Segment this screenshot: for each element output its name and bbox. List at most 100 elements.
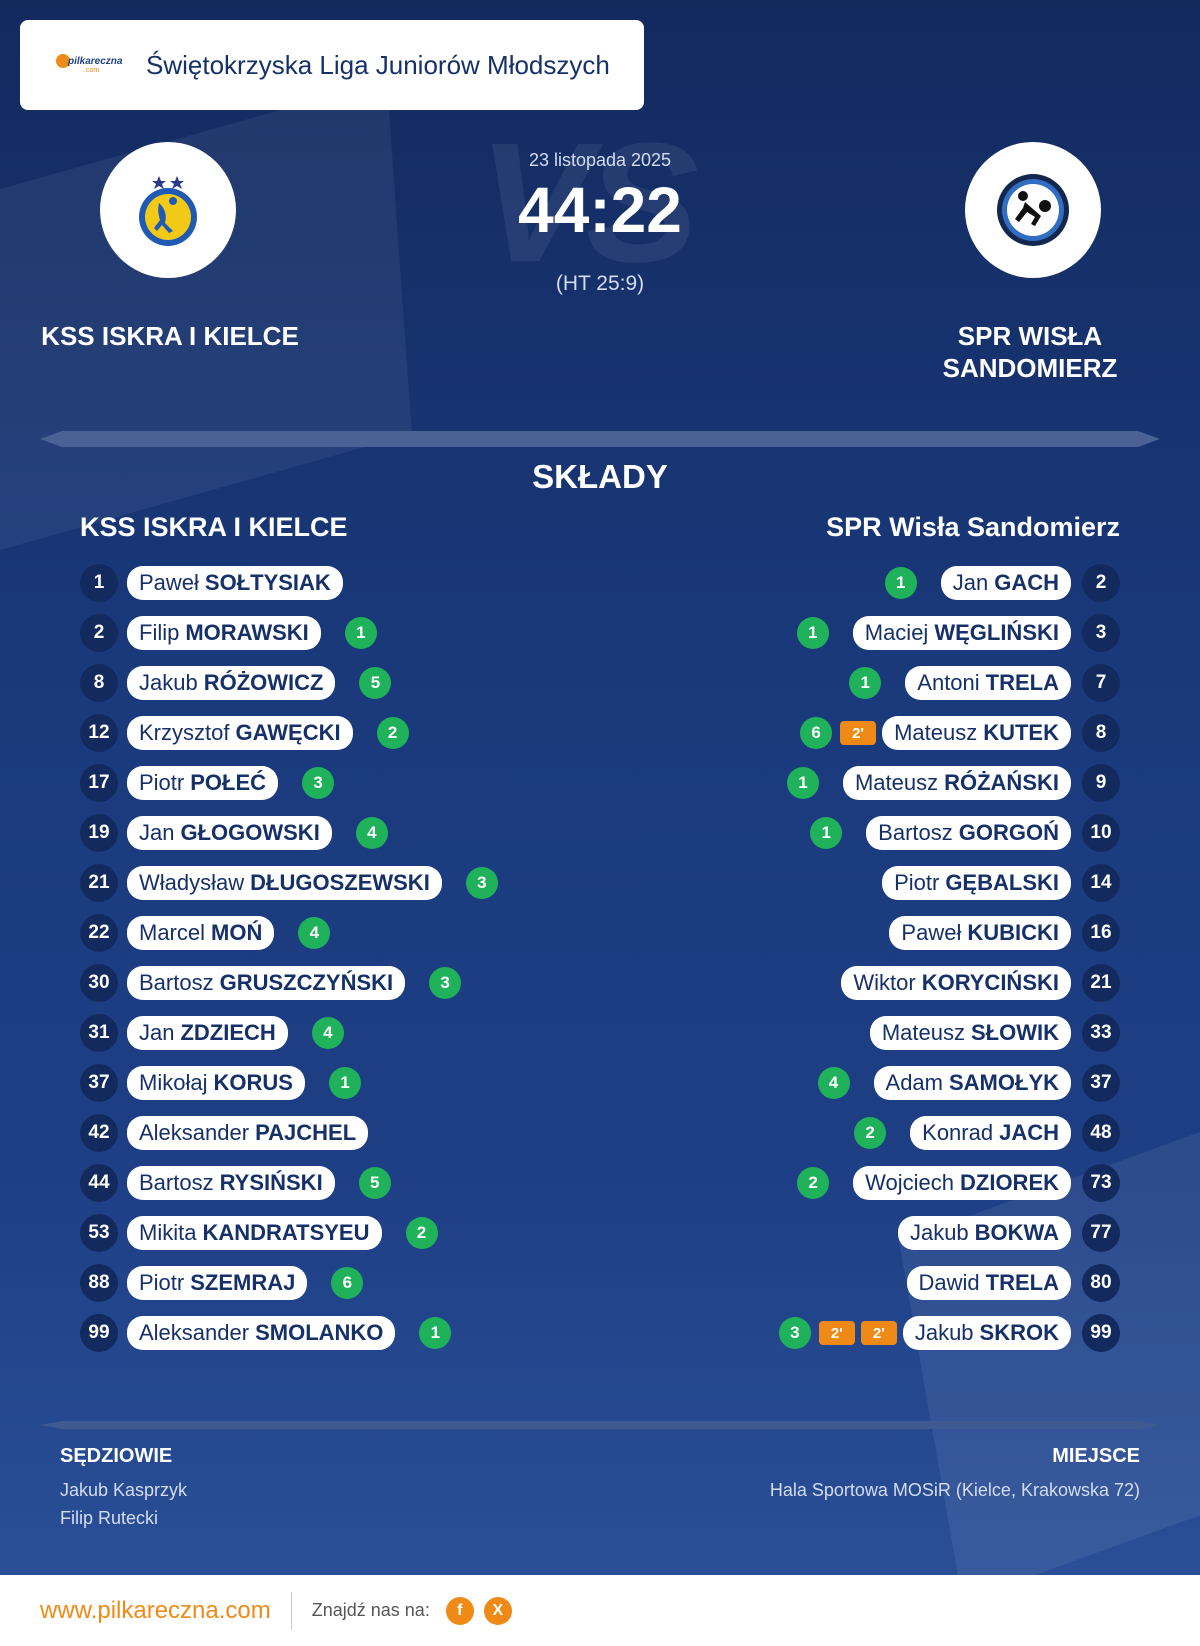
player-row: 4 Adam SAMOŁYK 37	[600, 1058, 1120, 1108]
footer: www.pilkareczna.com Znajdź nas na: f X	[0, 1575, 1200, 1646]
section-divider	[40, 431, 1160, 447]
goals-badge: 3	[778, 1317, 811, 1349]
player-number: 8	[1082, 714, 1120, 752]
player-row: 21 Władysław DŁUGOSZEWSKI 3	[80, 858, 600, 908]
player-row: 99 Aleksander SMOLANKO 1	[80, 1308, 600, 1358]
x-icon[interactable]: X	[483, 1596, 512, 1625]
player-last-name: SMOLANKO	[255, 1320, 384, 1345]
player-name: Bartosz RYSIŃSKI	[127, 1166, 335, 1200]
player-row: 2 Wojciech DZIOREK 73	[600, 1158, 1120, 1208]
facebook-icon[interactable]: f	[445, 1596, 474, 1625]
player-row: 19 Jan GŁOGOWSKI 4	[80, 808, 600, 858]
player-name: Mateusz RÓŻAŃSKI	[842, 766, 1071, 800]
player-row: 30 Bartosz GRUSZCZYŃSKI 3	[80, 958, 600, 1008]
player-number: 88	[80, 1264, 118, 1302]
goals-badge: 4	[311, 1017, 344, 1049]
wisla-sandomierz-crest-icon	[997, 174, 1069, 246]
player-name: Paweł KUBICKI	[889, 916, 1071, 950]
away-team-name-line1: SPR WISŁA	[957, 321, 1103, 351]
player-number: 9	[1082, 764, 1120, 802]
player-row: 22 Marcel MOŃ 4	[80, 908, 600, 958]
player-row: 37 Mikołaj KORUS 1	[80, 1058, 600, 1108]
player-name: Konrad JACH	[910, 1116, 1071, 1150]
suspension-badge: 2'	[860, 1321, 897, 1345]
player-number: 33	[1082, 1014, 1120, 1052]
away-team-name: SPR WISŁA SANDOMIERZ	[875, 320, 1185, 384]
player-first-name: Jan	[952, 570, 989, 595]
player-row: 1 Jan GACH 2	[600, 558, 1120, 608]
player-last-name: SKROK	[979, 1320, 1059, 1345]
player-number: 22	[80, 914, 118, 952]
player-row: 17 Piotr POŁEĆ 3	[80, 758, 600, 808]
goals-badge: 1	[328, 1067, 361, 1099]
player-name: Antoni TRELA	[905, 666, 1071, 700]
player-first-name: Aleksander	[139, 1320, 250, 1345]
goals-badge: 2	[376, 717, 409, 749]
player-name: Adam SAMOŁYK	[873, 1066, 1071, 1100]
player-name: Marcel MOŃ	[127, 916, 275, 950]
player-first-name: Jakub	[914, 1320, 974, 1345]
player-name: Aleksander PAJCHEL	[127, 1116, 369, 1150]
player-name: Wojciech DZIOREK	[853, 1166, 1071, 1200]
player-row: Paweł KUBICKI 16	[600, 908, 1120, 958]
player-first-name: Filip	[139, 620, 180, 645]
player-row: 1 Paweł SOŁTYSIAK	[80, 558, 600, 608]
logo-text: pilkareczna	[68, 56, 123, 67]
player-row: 1 Antoni TRELA 7	[600, 658, 1120, 708]
player-first-name: Adam	[885, 1070, 943, 1095]
player-name: Paweł SOŁTYSIAK	[127, 566, 343, 600]
lineups-title: SKŁADY	[532, 458, 668, 495]
player-name: Krzysztof GAWĘCKI	[127, 716, 353, 750]
player-last-name: GAWĘCKI	[235, 720, 341, 745]
player-name: Jan ZDZIECH	[127, 1016, 288, 1050]
suspension-badge: 2'	[818, 1321, 855, 1345]
player-row: 1 Mateusz RÓŻAŃSKI 9	[600, 758, 1120, 808]
player-last-name: POŁEĆ	[190, 770, 267, 795]
player-last-name: GORGOŃ	[958, 820, 1059, 845]
footer-divider	[40, 1421, 1160, 1429]
player-number: 37	[1082, 1064, 1120, 1102]
player-row: Dawid TRELA 80	[600, 1258, 1120, 1308]
goals-badge: 2	[854, 1117, 887, 1149]
player-name: Mikołaj KORUS	[127, 1066, 305, 1100]
player-last-name: GĘBALSKI	[945, 870, 1059, 895]
vs-watermark: VS	[478, 108, 699, 298]
player-last-name: RÓŻAŃSKI	[944, 770, 1059, 795]
player-name: Piotr POŁEĆ	[127, 766, 279, 800]
player-name: Mateusz SŁOWIK	[869, 1016, 1071, 1050]
player-row: Jakub BOKWA 77	[600, 1208, 1120, 1258]
player-number: 48	[1082, 1114, 1120, 1152]
venue-label: MIEJSCE	[1052, 1445, 1140, 1467]
player-first-name: Piotr	[894, 870, 940, 895]
player-number: 99	[80, 1314, 118, 1352]
officials-label: SĘDZIOWIE	[60, 1445, 173, 1467]
player-name: Maciej WĘGLIŃSKI	[852, 616, 1071, 650]
player-last-name: KORUS	[213, 1070, 293, 1095]
player-first-name: Piotr	[139, 1270, 185, 1295]
player-last-name: KUTEK	[983, 720, 1059, 745]
player-first-name: Marcel	[139, 920, 206, 945]
player-row: 3 2' 2' Jakub SKROK 99	[600, 1308, 1120, 1358]
find-us-label: Znajdź nas na:	[311, 1600, 430, 1620]
player-number: 44	[80, 1164, 118, 1202]
player-last-name: GACH	[994, 570, 1059, 595]
player-row: Mateusz SŁOWIK 33	[600, 1008, 1120, 1058]
home-squad-title: KSS ISKRA I KIELCE	[80, 512, 348, 542]
goals-badge: 6	[800, 717, 833, 749]
player-number: 17	[80, 764, 118, 802]
website-link[interactable]: www.pilkareczna.com	[40, 1596, 271, 1624]
player-name: Bartosz GORGOŃ	[866, 816, 1071, 850]
player-number: 19	[80, 814, 118, 852]
suspension-badge: 2'	[840, 721, 877, 745]
player-row: 1 Bartosz GORGOŃ 10	[600, 808, 1120, 858]
player-first-name: Bartosz	[878, 820, 953, 845]
player-first-name: Mateusz	[881, 1020, 965, 1045]
player-number: 2	[80, 614, 118, 652]
player-row: 2 Filip MORAWSKI 1	[80, 608, 600, 658]
player-first-name: Mikita	[139, 1220, 197, 1245]
player-last-name: KUBICKI	[967, 920, 1059, 945]
player-name: Filip MORAWSKI	[127, 616, 321, 650]
goals-badge: 1	[849, 667, 882, 699]
player-number: 42	[80, 1114, 118, 1152]
player-number: 73	[1082, 1164, 1120, 1202]
